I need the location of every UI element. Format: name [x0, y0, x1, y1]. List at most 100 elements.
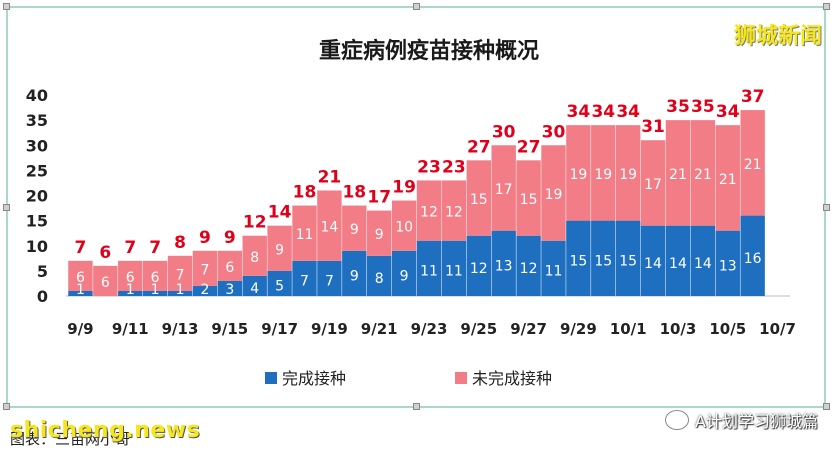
- bar-completed: [516, 235, 541, 296]
- bar-completed: [68, 290, 93, 296]
- bar-incomplete: [416, 180, 442, 241]
- data-label-incomplete: 6: [225, 260, 234, 276]
- bar-completed: [615, 220, 641, 296]
- data-label-total: 35: [691, 97, 715, 117]
- bar-incomplete: [466, 160, 491, 236]
- data-label-total: 14: [268, 203, 292, 223]
- bar-completed: [317, 260, 342, 296]
- bar-incomplete: [566, 125, 591, 221]
- bar-completed: [367, 255, 392, 296]
- data-label-completed: 15: [594, 253, 612, 269]
- resize-handle[interactable]: [3, 403, 10, 410]
- legend-label: 未完成接种: [472, 369, 552, 388]
- bar-completed: [715, 230, 740, 296]
- data-label-completed: 1: [126, 282, 135, 298]
- data-label-total: 27: [517, 137, 541, 157]
- data-label-completed: 13: [719, 258, 737, 274]
- y-tick-label: 20: [26, 187, 48, 206]
- resize-handle[interactable]: [413, 403, 420, 410]
- data-label-completed: 14: [694, 256, 712, 272]
- bar-completed: [167, 290, 193, 296]
- bar-incomplete: [167, 255, 193, 291]
- bar-incomplete: [367, 210, 392, 256]
- x-tick-label: 9/23: [411, 320, 448, 338]
- bar-incomplete: [391, 200, 417, 251]
- bar-incomplete: [640, 140, 666, 226]
- legend-swatch: [265, 372, 277, 384]
- bar-incomplete: [93, 265, 118, 296]
- data-label-incomplete: 6: [101, 275, 110, 291]
- bar-completed: [391, 250, 417, 296]
- x-tick-label: 10/5: [709, 320, 746, 338]
- data-label-completed: 15: [619, 253, 637, 269]
- bar-incomplete: [68, 260, 93, 291]
- bar-completed: [192, 285, 218, 296]
- data-label-completed: 4: [250, 281, 259, 297]
- bar-incomplete: [317, 190, 342, 261]
- y-tick-label: 15: [26, 212, 48, 231]
- resize-handle[interactable]: [413, 3, 420, 10]
- chart-source-label: 图表：三苗网小哥: [10, 430, 131, 448]
- data-label-total: 18: [342, 183, 366, 203]
- resize-handle[interactable]: [3, 204, 10, 211]
- bar-completed: [242, 275, 267, 296]
- bar-completed: [142, 290, 168, 296]
- data-label-completed: 12: [470, 261, 488, 277]
- data-label-total: 19: [392, 178, 416, 198]
- data-label-incomplete: 8: [250, 250, 259, 266]
- wechat-icon: [665, 410, 690, 430]
- bar-completed: [491, 230, 516, 296]
- data-label-completed: 13: [495, 258, 513, 274]
- data-label-incomplete: 21: [669, 167, 687, 183]
- bar-incomplete: [118, 260, 143, 291]
- data-label-incomplete: 21: [719, 172, 737, 188]
- resize-handle[interactable]: [3, 3, 10, 10]
- data-label-total: 21: [318, 167, 342, 187]
- wechat-account[interactable]: A计划学习狮城篇: [665, 408, 818, 432]
- x-tick-label: 9/15: [211, 320, 248, 338]
- x-tick-label: 9/19: [311, 320, 348, 338]
- brand-watermark: 狮城新闻: [733, 24, 822, 49]
- bar-incomplete: [441, 180, 467, 241]
- bar-incomplete: [342, 205, 367, 251]
- bar-incomplete: [541, 145, 566, 241]
- data-label-completed: 9: [400, 268, 409, 284]
- bar-incomplete: [242, 235, 267, 276]
- bar-incomplete: [690, 120, 716, 226]
- resize-handle[interactable]: [823, 403, 830, 410]
- data-label-completed: 14: [669, 256, 687, 272]
- x-tick-label: 9/25: [460, 320, 497, 338]
- data-label-total: 30: [492, 122, 516, 142]
- data-label-completed: 7: [325, 273, 334, 289]
- bar-completed: [466, 235, 491, 296]
- resize-handle[interactable]: [823, 3, 830, 10]
- data-label-completed: 14: [644, 256, 662, 272]
- bar-incomplete: [615, 125, 641, 221]
- data-label-incomplete: 17: [495, 182, 513, 198]
- chart-title: 重症病例疫苗接种概况: [319, 38, 539, 64]
- data-label-total: 7: [75, 238, 87, 258]
- data-label-total: 27: [467, 137, 491, 157]
- data-label-completed: 3: [225, 282, 234, 298]
- data-label-incomplete: 7: [176, 267, 185, 283]
- data-label-total: 12: [243, 213, 267, 233]
- y-tick-label: 10: [26, 237, 48, 256]
- data-label-incomplete: 14: [320, 220, 338, 236]
- data-label-completed: 11: [445, 263, 463, 279]
- data-label-incomplete: 19: [594, 167, 612, 183]
- data-label-incomplete: 17: [644, 177, 662, 193]
- bar-incomplete: [217, 250, 243, 281]
- data-label-incomplete: 21: [694, 167, 712, 183]
- data-label-total: 9: [199, 228, 211, 248]
- x-tick-label: 10/3: [660, 320, 697, 338]
- bar-incomplete: [491, 145, 516, 231]
- resize-handle[interactable]: [823, 204, 830, 211]
- site-watermark: shicheng.news: [10, 418, 201, 443]
- data-label-incomplete: 6: [76, 270, 85, 286]
- data-label-total: 34: [716, 102, 740, 122]
- data-label-incomplete: 12: [420, 205, 438, 221]
- bar-completed: [267, 270, 292, 296]
- bar-completed: [118, 290, 143, 296]
- data-label-completed: 11: [420, 263, 438, 279]
- data-label-completed: 16: [744, 251, 762, 267]
